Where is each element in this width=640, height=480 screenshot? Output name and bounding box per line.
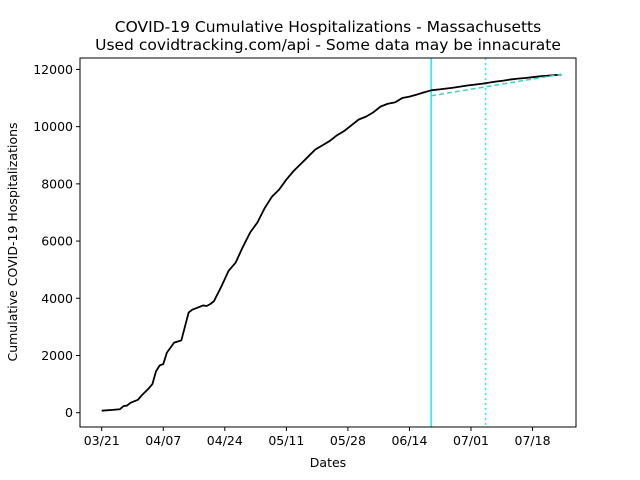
y-tick-label: 12000 [33, 62, 73, 77]
series-line-trend [431, 73, 562, 97]
x-tick-label: 06/14 [391, 433, 427, 448]
plot-content [101, 58, 562, 427]
x-tick-label: 05/28 [330, 433, 366, 448]
y-tick-label: 4000 [41, 291, 73, 306]
y-tick-label: 8000 [41, 176, 73, 191]
y-tick-label: 6000 [41, 234, 73, 249]
y-tick-label: 10000 [33, 119, 73, 134]
x-tick-label: 04/07 [145, 433, 181, 448]
series-line-hospitalizations [101, 73, 562, 412]
y-axis-ticks: 0 2000 4000 6000 8000 10000 12000 [33, 62, 80, 420]
plot-frame [79, 57, 577, 428]
y-axis-label: Cumulative COVID-19 Hospitalizations [5, 122, 20, 361]
y-tick-label: 0 [65, 405, 73, 420]
x-tick-label: 03/21 [84, 433, 120, 448]
x-tick-label: 04/24 [207, 433, 243, 448]
x-axis-label: Dates [310, 455, 346, 470]
chart-subtitle: Used covidtracking.com/api - Some data m… [95, 36, 561, 54]
x-tick-label: 07/18 [515, 433, 551, 448]
y-tick-label: 2000 [41, 348, 73, 363]
x-tick-label: 05/11 [268, 433, 304, 448]
x-axis-ticks: 03/21 04/07 04/24 05/11 05/28 06/14 07/01 07/18 [84, 427, 551, 448]
chart-title: COVID-19 Cumulative Hospitalizations - M… [115, 18, 541, 36]
chart-titles: COVID-19 Cumulative Hospitalizations - M… [95, 18, 561, 54]
x-tick-label: 07/01 [453, 433, 489, 448]
